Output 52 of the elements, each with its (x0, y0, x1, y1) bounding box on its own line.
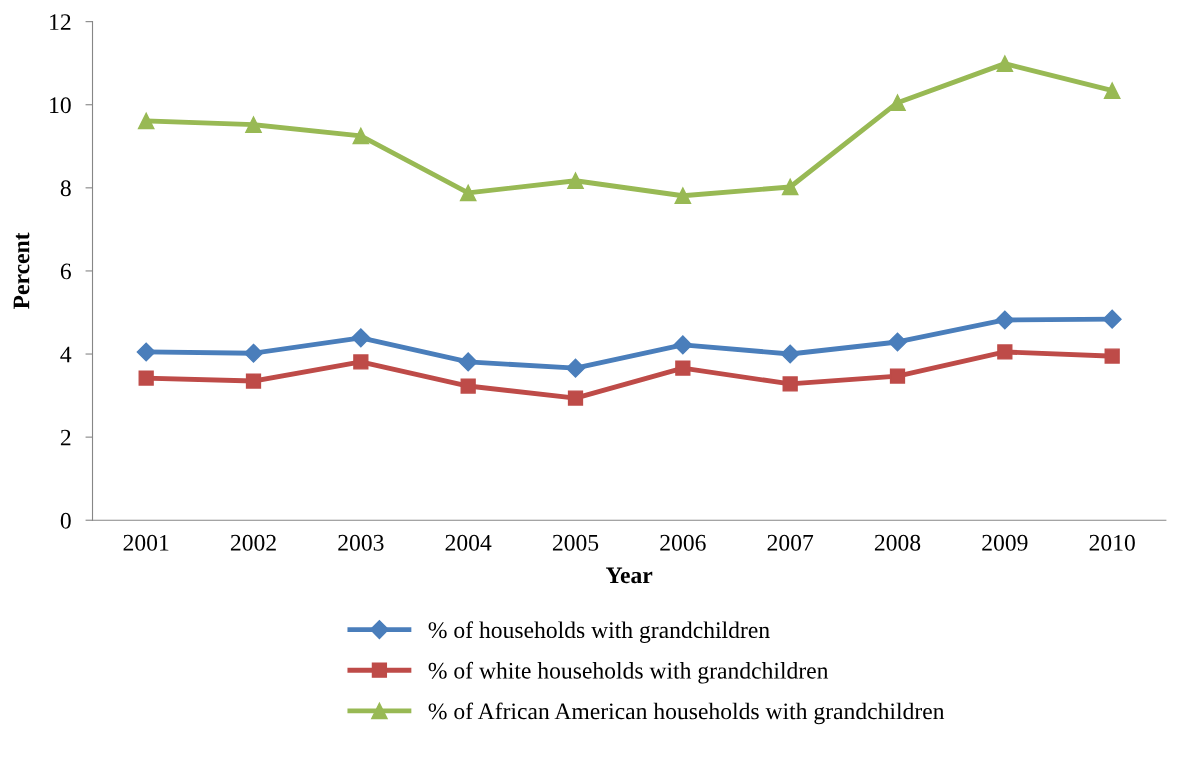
x-tick-label: 2007 (767, 534, 814, 551)
point (245, 116, 262, 134)
x-tick-label: 2010 (1089, 534, 1135, 551)
point (1102, 309, 1122, 329)
point (887, 332, 908, 352)
x-tick-label: 2009 (982, 534, 1028, 551)
point (996, 55, 1014, 72)
point (673, 335, 693, 355)
y-tick-label: 6 (60, 263, 71, 280)
point (675, 360, 691, 376)
point (138, 370, 154, 386)
x-tick-label: 2005 (552, 534, 599, 551)
y-tick-label: 8 (60, 180, 71, 197)
y-tick-label: 4 (60, 346, 72, 363)
legend-label: % of households with grandchildren (428, 621, 770, 643)
point (352, 127, 370, 145)
x-tick-label: 2006 (660, 534, 706, 551)
point (459, 184, 477, 202)
point (460, 378, 476, 394)
point (245, 373, 262, 389)
point (782, 376, 798, 392)
point (137, 112, 155, 130)
point (458, 352, 478, 372)
x-tick-label: 2002 (230, 534, 276, 551)
point (995, 310, 1015, 330)
point (780, 344, 800, 364)
x-axis-title: Year (605, 567, 653, 584)
point (997, 344, 1013, 360)
legend-label: % of white households with grandchildren (428, 661, 829, 684)
point (136, 342, 156, 362)
point (1104, 348, 1120, 364)
point (565, 358, 586, 378)
point (567, 390, 584, 406)
y-tick-label: 0 (60, 512, 71, 529)
x-tick-label: 2003 (338, 534, 384, 551)
point (351, 328, 371, 348)
y-tick-label: 2 (60, 429, 71, 446)
point (353, 354, 369, 370)
x-tick-label: 2008 (874, 534, 921, 551)
point (889, 368, 906, 384)
point (1103, 82, 1121, 99)
point (567, 172, 584, 190)
point (243, 343, 264, 363)
point (674, 187, 692, 205)
legend-label: % of African American households with grandchildren (428, 702, 945, 725)
x-tick-label: 2001 (123, 534, 169, 551)
point (781, 178, 799, 196)
y-tick-label: 12 (50, 14, 71, 30)
point (889, 94, 906, 111)
x-tick-label: 2004 (445, 534, 492, 551)
y-tick-label: 10 (50, 97, 71, 114)
y-axis-title: Percent (13, 232, 30, 309)
